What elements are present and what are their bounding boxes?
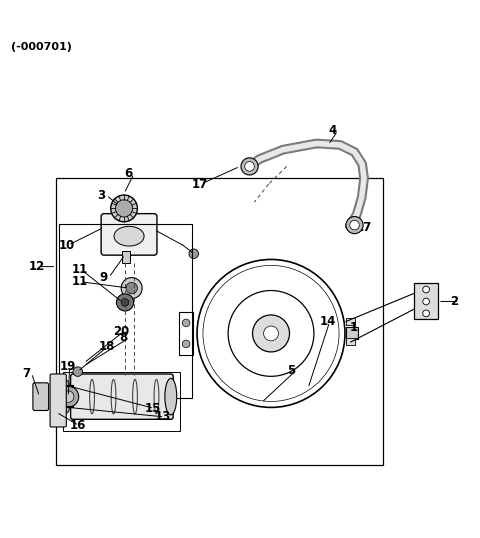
Text: 6: 6 [124,167,133,180]
Text: 19: 19 [60,360,76,373]
Ellipse shape [62,380,70,392]
FancyBboxPatch shape [101,214,157,255]
Circle shape [117,294,133,311]
Circle shape [252,315,289,352]
Circle shape [350,221,360,230]
Text: 3: 3 [97,188,105,202]
Circle shape [346,216,363,233]
Text: 8: 8 [120,331,128,344]
Circle shape [62,391,74,402]
Ellipse shape [62,401,70,413]
Text: 2: 2 [450,295,458,308]
FancyBboxPatch shape [346,327,358,339]
Text: 13: 13 [155,410,171,423]
Text: 11: 11 [72,275,88,288]
FancyBboxPatch shape [346,338,355,345]
Circle shape [182,340,190,348]
Text: 11: 11 [72,264,88,277]
Text: 10: 10 [59,239,75,252]
Circle shape [189,249,199,258]
Bar [59,224,192,398]
Text: 9: 9 [99,271,108,284]
Text: 20: 20 [114,325,130,338]
Bar [56,178,383,465]
FancyBboxPatch shape [346,317,355,325]
Circle shape [264,326,278,341]
Circle shape [121,299,129,306]
Text: 15: 15 [144,402,161,415]
Circle shape [182,319,190,327]
Circle shape [126,282,137,294]
Bar [63,372,180,431]
Text: 17: 17 [192,178,207,190]
Circle shape [241,158,258,175]
Circle shape [73,367,83,377]
Text: 16: 16 [70,419,86,432]
FancyBboxPatch shape [414,284,438,319]
Circle shape [245,161,254,171]
Text: 12: 12 [29,260,45,273]
FancyBboxPatch shape [71,374,173,419]
Circle shape [58,386,79,407]
Ellipse shape [165,378,177,415]
Text: 18: 18 [98,340,115,353]
FancyBboxPatch shape [33,383,48,410]
Text: 4: 4 [328,124,336,137]
Circle shape [423,298,430,305]
Text: 17: 17 [356,221,372,233]
Text: 1: 1 [350,321,358,334]
FancyBboxPatch shape [50,374,66,427]
FancyBboxPatch shape [180,312,193,355]
Text: 7: 7 [22,366,30,379]
Text: 14: 14 [320,315,336,328]
Circle shape [111,195,137,222]
Ellipse shape [114,226,144,246]
Text: 5: 5 [287,364,295,377]
Circle shape [423,310,430,317]
Circle shape [423,286,430,293]
Text: (-000701): (-000701) [11,43,72,52]
FancyBboxPatch shape [121,251,130,263]
Circle shape [116,200,132,217]
Circle shape [121,278,142,299]
